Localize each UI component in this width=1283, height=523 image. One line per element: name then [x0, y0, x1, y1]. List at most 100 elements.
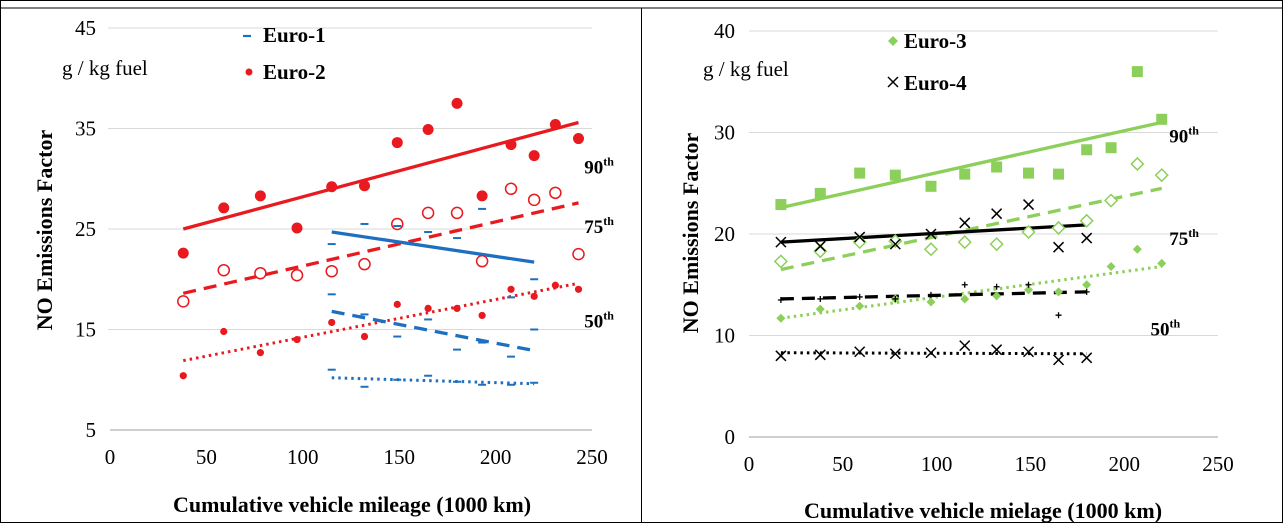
euro-4-p50-point	[991, 344, 1003, 356]
euro-1-p50-trendline	[331, 376, 535, 386]
right-y-tick-labels: 0 10 20 30 40	[714, 19, 735, 449]
euro-2-p90-point	[476, 190, 488, 202]
x-tick-label: 50	[196, 445, 217, 469]
euro-4-p90-point	[1081, 232, 1093, 244]
euro-3-p90-point	[1023, 167, 1035, 179]
euro-3-p75-point	[923, 242, 939, 257]
y-tick-label: 45	[75, 16, 96, 40]
left-y-axis-title: NO Emissions Factor	[32, 130, 57, 331]
euro-4-p90-point	[775, 236, 787, 248]
left-y-tick-labels: 5 15 25 35 45	[75, 16, 96, 442]
euro-4-p75-point	[777, 296, 784, 303]
euro-2-p75-point	[504, 182, 518, 196]
euro-3-p50-point	[926, 297, 936, 307]
y-tick-label: 30	[714, 121, 735, 145]
euro-3-p50-point	[960, 294, 970, 304]
euro-2-p90-point	[549, 118, 561, 130]
euro-2-p75-point	[177, 295, 190, 308]
x-tick-label: 200	[480, 445, 512, 469]
x-tick-label: 250	[576, 445, 608, 469]
euro-2-p90-point	[422, 124, 434, 136]
legend-dot-icon	[245, 68, 253, 76]
euro-3-p50-point	[855, 301, 865, 311]
x-tick-label: 50	[832, 452, 853, 476]
y-tick-label: 15	[75, 318, 96, 342]
euro-2-p90-point	[358, 180, 370, 192]
euro-2-p50-point	[551, 281, 559, 289]
euro-2-p75-point	[325, 264, 338, 278]
euro-3-p90-point	[1053, 168, 1065, 180]
euro-2-p75-point	[254, 266, 267, 280]
euro-3-p50-point	[1106, 261, 1116, 271]
right-legend: Euro-3 Euro-4	[887, 29, 967, 95]
euro-3-p90-point	[991, 161, 1003, 173]
x-tick-label: 100	[921, 452, 953, 476]
euro-3-p50-point	[1024, 285, 1034, 295]
euro-2-p50-point	[424, 304, 432, 312]
euro-3-p90-point	[814, 187, 826, 199]
euro-2-p90-point	[254, 190, 266, 202]
legend-diamond-icon	[888, 36, 898, 46]
euro-3-p90-trendline	[780, 120, 1163, 210]
euro-3-p75-point	[1021, 224, 1036, 240]
euro-3-p90-point	[959, 168, 971, 180]
euro-3-p75-point	[1130, 156, 1145, 172]
right-percentile-labels: 90th 75th 50th	[1150, 124, 1199, 341]
legend-label-euro-4: Euro-4	[904, 71, 967, 95]
left-chart-panel: 5 15 25 35 45 0 50 100 150 200 250 NO Emissions F…	[32, 16, 614, 517]
euro-2-p50-point	[293, 335, 301, 344]
euro-4-p75-point	[1025, 281, 1032, 288]
x-tick-label: 150	[1015, 452, 1047, 476]
euro-2-p50-point	[574, 285, 583, 293]
euro-2-p90-point	[218, 202, 230, 214]
x-tick-label: 150	[383, 445, 415, 469]
euro-2-p90-point	[391, 137, 403, 149]
euro-2-p75-point	[450, 206, 464, 220]
euro-2-p50-point	[453, 304, 461, 312]
euro-3-p50-point	[1054, 287, 1064, 297]
euro-4-p90-point	[1053, 241, 1065, 253]
euro-2-p75-trendline	[182, 201, 579, 295]
euro-2-p50-point	[179, 372, 187, 380]
x-tick-label: 250	[1202, 452, 1234, 476]
percentile-label-90: 90th	[584, 155, 614, 179]
euro-3-p90-point	[1105, 142, 1117, 154]
euro-3-p50-point	[1157, 258, 1167, 268]
right-data-points	[773, 66, 1169, 366]
percentile-label-75: 75th	[584, 214, 614, 238]
euro-2-p90-point	[291, 222, 303, 234]
euro-4-p75-point	[927, 291, 934, 298]
euro-3-p75-point	[957, 235, 972, 250]
right-x-axis-title: Cumulative vehicle mielage (1000 km)	[804, 498, 1162, 523]
euro-2-p75-point	[290, 268, 304, 282]
x-tick-label: 0	[744, 452, 755, 476]
y-tick-label: 40	[714, 19, 735, 43]
y-tick-label: 25	[75, 217, 96, 241]
euro-4-p75-point	[817, 295, 824, 302]
euro-3-p75-point	[1104, 193, 1119, 208]
x-tick-label: 100	[287, 445, 319, 469]
left-x-axis-title: Cumulative vehicle mileage (1000 km)	[173, 492, 531, 517]
legend-cross-icon	[887, 76, 899, 88]
euro-3-p75-point	[989, 237, 1004, 252]
euro-2-p75-point	[217, 263, 231, 277]
x-tick-label: 0	[105, 445, 116, 469]
euro-4-p50-point	[1081, 352, 1093, 364]
euro-4-p50-trendline	[780, 351, 1087, 356]
euro-4-p75-point	[1055, 312, 1062, 319]
euro-3-p50-point	[1082, 280, 1092, 290]
euro-2-p90-point	[573, 133, 585, 145]
euro-2-p75-point	[572, 247, 585, 261]
percentile-label-75: 75th	[1169, 226, 1199, 250]
x-tick-label: 200	[1108, 452, 1140, 476]
euro-2-p50-point	[507, 285, 515, 293]
y-tick-label: 35	[75, 117, 96, 141]
percentile-label-90: 90th	[1169, 124, 1199, 148]
euro-3-p75-point	[1079, 213, 1094, 228]
euro-3-p90-point	[1131, 66, 1143, 78]
euro-3-p50-point	[776, 313, 786, 323]
euro-4-p50-point	[1053, 354, 1065, 366]
percentile-label-50: 50th	[584, 308, 614, 332]
euro-2-p50-point	[393, 300, 401, 308]
